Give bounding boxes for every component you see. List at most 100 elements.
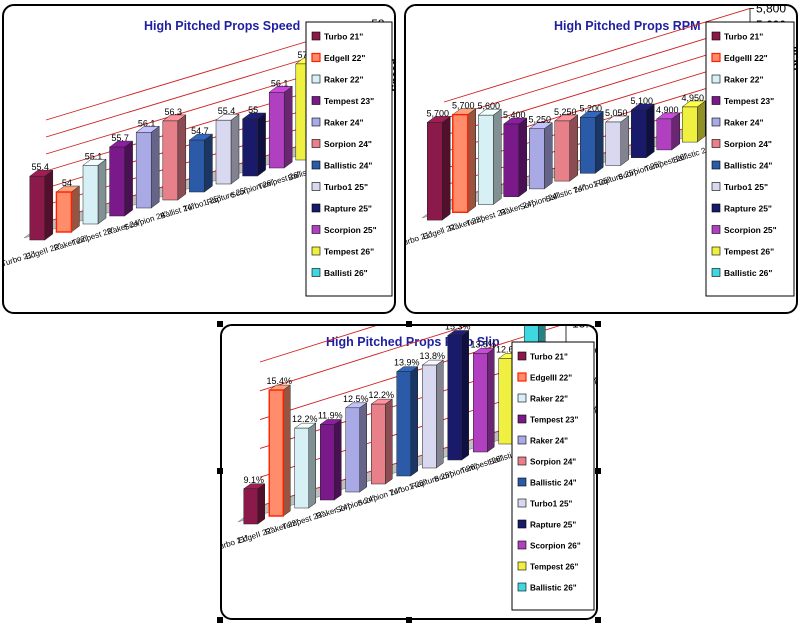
legend-entry: Ballistic 24" [324, 161, 372, 171]
legend-box [305, 21, 393, 297]
legend-swatch [311, 246, 321, 256]
legend-entry: Raker 22" [530, 395, 568, 404]
bar-2 [82, 165, 99, 225]
legend-entry: Tempest 23" [324, 96, 374, 106]
legend-entry: Rapture 25" [724, 204, 772, 214]
legend-entry: Rapture 25" [530, 521, 576, 530]
bar-side [697, 100, 706, 143]
bar-side [359, 402, 367, 493]
legend-entry: Turbo 21" [530, 353, 568, 362]
data-label: 4,950 [681, 93, 704, 103]
data-label: 56.3 [165, 107, 183, 117]
bar-side [595, 110, 604, 174]
data-label: 12.2% [368, 390, 394, 400]
legend-entry: Turbo 21" [324, 32, 363, 42]
legend-swatch [517, 540, 527, 550]
bar-side [410, 366, 418, 477]
resize-handle-top[interactable] [406, 321, 412, 327]
legend-swatch [311, 117, 321, 127]
legend-entry: Scorpion 25" [724, 225, 777, 235]
bar-3 [320, 424, 335, 501]
legend-swatch [311, 203, 321, 213]
bar-side [620, 115, 629, 166]
legend-entry: Ballistic 26" [724, 268, 772, 278]
gridline [443, 24, 751, 120]
data-label: 11.9% [318, 410, 343, 420]
legend-swatch [711, 268, 721, 277]
resize-handle-bottom-right[interactable] [595, 617, 601, 623]
bar-side [283, 85, 293, 169]
bar-side [177, 114, 187, 201]
legend-swatch [711, 96, 721, 105]
rpm-chart-panel: High Pitched Props RPM4,6004,8005,0005,2… [404, 4, 798, 314]
bar-side [467, 108, 476, 213]
resize-handle-left[interactable] [217, 468, 223, 474]
data-label: 54.7 [191, 126, 209, 136]
bar-side [150, 125, 160, 209]
legend-box [705, 21, 795, 297]
legend-entry: Turbo 21" [724, 32, 763, 42]
legend-swatch [517, 372, 527, 382]
bar-10 [498, 358, 513, 445]
data-label: 5,400 [503, 110, 526, 120]
legend-entry: Raker 22" [324, 75, 363, 85]
chart-title: High Pitched Props Speed [144, 19, 300, 33]
legend-entry: Sorpion 24" [324, 139, 372, 149]
legend-entry: Scorpion 26" [530, 542, 581, 551]
bar-9 [656, 118, 672, 151]
speed-chart-panel: High Pitched Props Speed52535455565758Sp… [2, 4, 396, 314]
bar-side [71, 185, 80, 233]
data-label: 5,250 [528, 115, 551, 125]
data-label: 13.5% [470, 339, 496, 349]
legend-swatch [311, 96, 321, 105]
bar-3 [503, 123, 519, 197]
data-label: 5,250 [554, 107, 577, 117]
data-label: 55.1 [85, 151, 103, 161]
legend-entry: Raker 24" [724, 118, 763, 128]
bar-side [204, 133, 213, 193]
legend-entry: Turbo1 25" [724, 182, 768, 192]
resize-handle-bottom[interactable] [406, 617, 412, 623]
bar-1 [452, 113, 469, 213]
legend-swatch [517, 582, 527, 592]
prop-slip-chart-panel[interactable]: High Pitched Props Prop Slip7.0%9.0%11.0… [220, 324, 598, 620]
data-label: 5,600 [477, 101, 500, 111]
bar-side [385, 398, 393, 485]
legend-swatch [311, 74, 321, 84]
bar-side [461, 329, 469, 461]
legend-entry: Raker 24" [324, 118, 363, 128]
legend-entry: Ballisti 26" [324, 268, 368, 278]
data-label: 15.3% [445, 326, 471, 331]
bar-side [518, 117, 527, 198]
legend-swatch [711, 225, 721, 234]
gridline [443, 7, 751, 103]
chart-svg: High Pitched Props RPM4,6004,8005,0005,2… [406, 6, 796, 297]
legend-entry: Rapture 25" [324, 204, 372, 214]
legend-entry: EdgeIII 22" [724, 53, 768, 63]
resize-handle-bottom-left[interactable] [217, 617, 223, 623]
legend-swatch [311, 52, 321, 63]
legend-swatch [517, 477, 527, 487]
gridline [259, 326, 377, 363]
legend-swatch [711, 160, 721, 170]
bar-3 [109, 146, 125, 217]
legend-entry: EdgeIII 22" [530, 374, 572, 383]
gridline [259, 326, 469, 392]
bar-side [493, 108, 502, 205]
data-label: 4,900 [656, 105, 679, 115]
resize-handle-right[interactable] [595, 468, 601, 474]
bar-side [569, 114, 578, 182]
legend-swatch [517, 498, 527, 508]
legend-swatch [311, 160, 321, 170]
data-label: 5,100 [630, 96, 653, 106]
chart-svg: High Pitched Props Speed52535455565758Sp… [4, 17, 394, 297]
bar-6 [396, 371, 411, 477]
legend-entry: Sorpion 24" [724, 139, 772, 149]
resize-handle-top-right[interactable] [595, 321, 601, 327]
legend-swatch [711, 203, 721, 213]
resize-handle-top-left[interactable] [217, 321, 223, 327]
data-label: 5,700 [452, 101, 475, 111]
legend-entry: Ballistic 26" [530, 584, 577, 593]
legend-swatch [311, 31, 321, 41]
bar-side [283, 384, 291, 517]
